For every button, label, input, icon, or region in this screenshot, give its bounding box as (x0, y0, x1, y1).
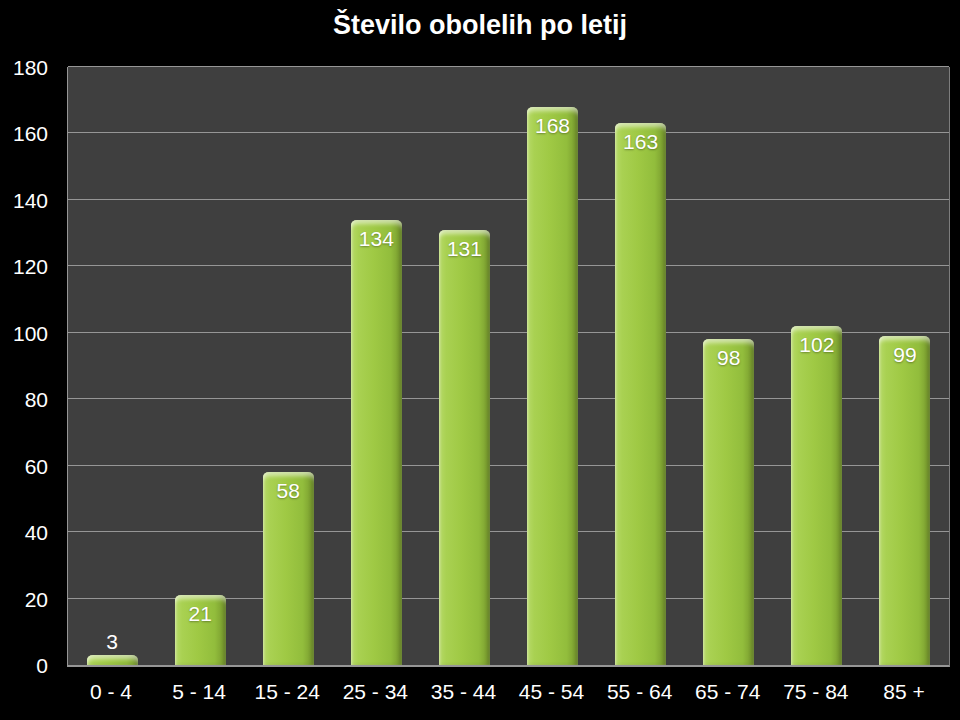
y-tick-label-180: 180 (13, 57, 48, 78)
x-axis-labels: 0 - 45 - 1415 - 2425 - 3435 - 4445 - 545… (67, 667, 948, 707)
y-tick-label-60: 60 (25, 455, 48, 476)
bar-85+: 99 (879, 336, 930, 665)
x-tick-label-0-4: 0 - 4 (67, 680, 155, 704)
bar-value-label-55-64: 163 (615, 130, 666, 154)
x-tick-label-45-54: 45 - 54 (508, 680, 596, 704)
bar-5-14: 21 (175, 595, 226, 665)
y-tick-label-120: 120 (13, 256, 48, 277)
bar-value-label-25-34: 134 (351, 227, 402, 251)
y-tick-label-160: 160 (13, 123, 48, 144)
bar-45-54: 168 (527, 107, 578, 665)
x-tick-label-55-64: 55 - 64 (596, 680, 684, 704)
gridline-120 (68, 265, 949, 266)
bar-35-44: 131 (439, 230, 490, 665)
y-tick-label-0: 0 (36, 655, 48, 676)
y-axis-labels: 020406080100120140160180 (0, 67, 56, 665)
bar-value-label-35-44: 131 (439, 237, 490, 261)
bar-value-label-65-74: 98 (703, 346, 754, 370)
x-tick-label-85+: 85 + (860, 680, 948, 704)
chart-canvas: Število obolelih po letij 3 21 58 134 131 168… (0, 0, 960, 720)
x-tick-label-25-34: 25 - 34 (331, 680, 419, 704)
plot-area: 3 21 58 134 131 168 163 98 102 99 (67, 67, 950, 667)
bar-25-34: 134 (351, 220, 402, 665)
gridline-180 (68, 66, 949, 67)
bar-value-label-75-84: 102 (791, 333, 842, 357)
y-tick-label-80: 80 (25, 389, 48, 410)
y-tick-label-40: 40 (25, 522, 48, 543)
y-tick-label-140: 140 (13, 189, 48, 210)
gridline-140 (68, 199, 949, 200)
x-tick-label-15-24: 15 - 24 (243, 680, 331, 704)
bar-55-64: 163 (615, 123, 666, 665)
bar-value-label-5-14: 21 (175, 602, 226, 626)
bar-65-74: 98 (703, 339, 754, 665)
bar-value-label-15-24: 58 (263, 479, 314, 503)
x-tick-label-75-84: 75 - 84 (772, 680, 860, 704)
chart-title: Število obolelih po letij (0, 10, 960, 41)
gridline-160 (68, 132, 949, 133)
x-tick-label-5-14: 5 - 14 (155, 680, 243, 704)
bar-0-4: 3 (87, 655, 138, 665)
y-tick-label-100: 100 (13, 322, 48, 343)
x-tick-label-35-44: 35 - 44 (419, 680, 507, 704)
bar-value-label-45-54: 168 (527, 114, 578, 138)
bar-15-24: 58 (263, 472, 314, 665)
x-tick-label-65-74: 65 - 74 (684, 680, 772, 704)
bar-value-label-85+: 99 (879, 343, 930, 367)
bar-75-84: 102 (791, 326, 842, 665)
bar-value-label-0-4: 3 (87, 630, 138, 654)
y-tick-label-20: 20 (25, 588, 48, 609)
